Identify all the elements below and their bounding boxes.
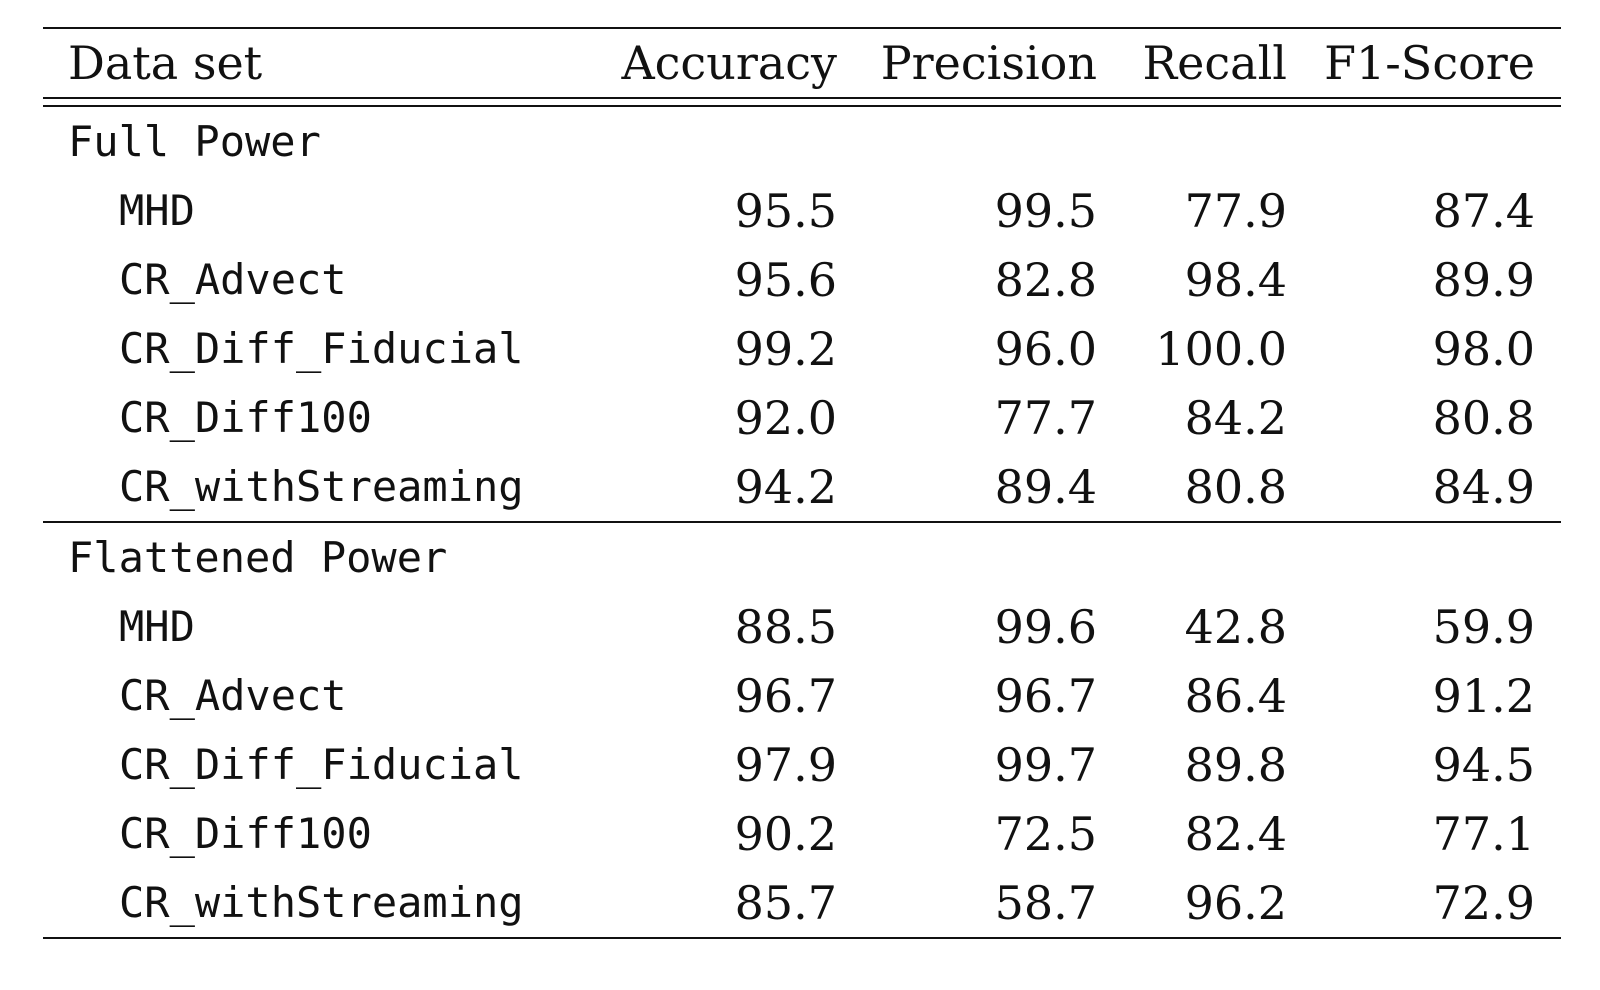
table-row: CR_Diff_Fiducial 99.2 96.0 100.0 98.0 [43,314,1561,383]
cell-recall: 77.9 [1184,183,1287,238]
cell-f1-score: 59.9 [1432,599,1535,654]
results-table-container: Data set Accuracy Precision Recall F1-Sc… [43,27,1561,939]
row-name: MHD [119,602,195,651]
table-row: CR_Advect 95.6 82.8 98.4 89.9 [43,245,1561,314]
table-row: CR_withStreaming 85.7 58.7 96.2 72.9 [43,868,1561,938]
cell-f1-score: 84.9 [1432,459,1535,514]
cell-precision: 99.7 [994,737,1097,792]
cell-f1-score: 98.0 [1432,321,1535,376]
table-row: CR_Diff100 92.0 77.7 84.2 80.8 [43,383,1561,452]
cell-recall: 100.0 [1155,321,1287,376]
row-name: CR_Diff100 [119,809,372,858]
cell-accuracy: 88.5 [734,599,837,654]
section-title: Flattened Power [68,533,448,582]
cell-recall: 84.2 [1184,390,1287,445]
cell-accuracy: 85.7 [734,875,837,930]
cell-recall: 89.8 [1184,737,1287,792]
row-name: CR_withStreaming [119,462,524,511]
header-row: Data set Accuracy Precision Recall F1-Sc… [43,28,1561,98]
cell-accuracy: 95.6 [734,252,837,307]
cell-precision: 58.7 [994,875,1097,930]
cell-precision: 72.5 [994,806,1097,861]
table-row: CR_Diff_Fiducial 97.9 99.7 89.8 94.5 [43,730,1561,799]
cell-precision: 89.4 [994,459,1097,514]
cell-recall: 98.4 [1184,252,1287,307]
row-name: CR_withStreaming [119,878,524,927]
section-row-flattened-power: Flattened Power [43,522,1561,592]
cell-precision: 96.0 [994,321,1097,376]
cell-accuracy: 97.9 [734,737,837,792]
cell-precision: 99.5 [994,183,1097,238]
row-name: CR_Diff_Fiducial [119,324,524,373]
cell-recall: 82.4 [1184,806,1287,861]
table-row: CR_withStreaming 94.2 89.4 80.8 84.9 [43,452,1561,522]
header-accuracy: Accuracy [621,36,837,90]
cell-f1-score: 89.9 [1432,252,1535,307]
results-table: Data set Accuracy Precision Recall F1-Sc… [43,27,1561,939]
table-row: MHD 88.5 99.6 42.8 59.9 [43,592,1561,661]
row-name: CR_Diff_Fiducial [119,740,524,789]
cell-accuracy: 92.0 [734,390,837,445]
cell-recall: 96.2 [1184,875,1287,930]
table-body: Full Power MHD 95.5 99.5 77.9 87.4 CR_Ad… [43,98,1561,938]
cell-f1-score: 72.9 [1432,875,1535,930]
cell-f1-score: 80.8 [1432,390,1535,445]
header-recall: Recall [1142,36,1287,90]
section-row-full-power: Full Power [43,106,1561,176]
header-data-set: Data set [68,36,263,90]
cell-accuracy: 96.7 [734,668,837,723]
section-title: Full Power [68,117,321,166]
table-row: MHD 95.5 99.5 77.9 87.4 [43,176,1561,245]
row-name: CR_Advect [119,671,347,720]
header-precision: Precision [880,36,1097,90]
cell-precision: 82.8 [994,252,1097,307]
cell-recall: 86.4 [1184,668,1287,723]
cell-accuracy: 95.5 [734,183,837,238]
table-row: CR_Diff100 90.2 72.5 82.4 77.1 [43,799,1561,868]
cell-f1-score: 91.2 [1432,668,1535,723]
table-row: CR_Advect 96.7 96.7 86.4 91.2 [43,661,1561,730]
header-double-rule [43,98,1561,106]
cell-precision: 77.7 [994,390,1097,445]
cell-accuracy: 94.2 [734,459,837,514]
cell-recall: 80.8 [1184,459,1287,514]
row-name: CR_Diff100 [119,393,372,442]
cell-f1-score: 87.4 [1432,183,1535,238]
cell-f1-score: 94.5 [1432,737,1535,792]
cell-accuracy: 99.2 [734,321,837,376]
row-name: MHD [119,186,195,235]
header-f1-score: F1-Score [1324,36,1535,90]
cell-precision: 96.7 [994,668,1097,723]
cell-recall: 42.8 [1184,599,1287,654]
cell-f1-score: 77.1 [1432,806,1535,861]
cell-accuracy: 90.2 [734,806,837,861]
cell-precision: 99.6 [994,599,1097,654]
row-name: CR_Advect [119,255,347,304]
